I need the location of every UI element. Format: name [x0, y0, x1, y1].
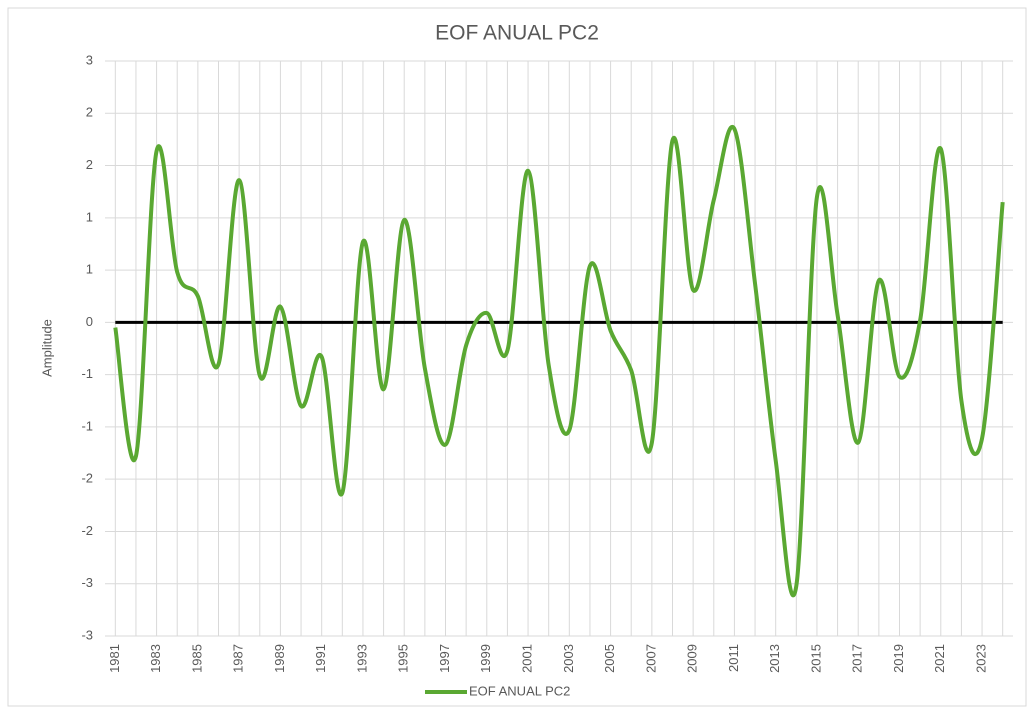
y-tick-label: -2: [81, 471, 93, 486]
x-tick-label: 2001: [519, 644, 534, 673]
y-tick-label: -3: [81, 575, 93, 590]
y-tick-label: -3: [81, 627, 93, 642]
x-tick-label: 2017: [850, 644, 865, 673]
x-tick-label: 2003: [561, 644, 576, 673]
x-tick-label: 2005: [602, 644, 617, 673]
y-tick-label: 0: [86, 314, 93, 329]
y-tick-label: 2: [86, 105, 93, 120]
x-tick-label: 1999: [478, 644, 493, 673]
legend-label: EOF ANUAL PC2: [469, 683, 570, 698]
y-tick-label: -1: [81, 366, 93, 381]
y-tick-label: 3: [86, 52, 93, 67]
x-tick-label: 1985: [189, 644, 204, 673]
chart-title: EOF ANUAL PC2: [435, 22, 599, 45]
x-tick-label: 2013: [767, 644, 782, 673]
x-tick-label: 2007: [643, 644, 658, 673]
x-tick-label: 1993: [354, 644, 369, 673]
x-tick-label: 1997: [437, 644, 452, 673]
y-tick-label: 2: [86, 157, 93, 172]
x-tick-label: 1981: [107, 644, 122, 673]
data-line: [113, 124, 1005, 598]
x-tick-label: 2019: [891, 644, 906, 673]
y-axis-label: Amplitude: [39, 319, 54, 377]
y-tick-label: -2: [81, 523, 93, 538]
x-tick-label: 1989: [272, 644, 287, 673]
y-tick-label: 1: [86, 262, 93, 277]
x-tick-label: 1987: [231, 644, 246, 673]
x-tick-label: 2023: [973, 644, 988, 673]
x-tick-label: 2011: [726, 644, 741, 672]
y-tick-label: 1: [86, 209, 93, 224]
y-tick-label: -1: [81, 418, 93, 433]
x-tick-label: 2009: [685, 644, 700, 673]
x-tick-label: 1991: [313, 644, 328, 673]
x-tick-label: 1995: [396, 644, 411, 673]
x-tick-label: 1983: [148, 644, 163, 673]
x-tick-label: 2021: [932, 644, 947, 673]
chart-border: [7, 7, 1027, 707]
x-tick-label: 2015: [808, 644, 823, 673]
